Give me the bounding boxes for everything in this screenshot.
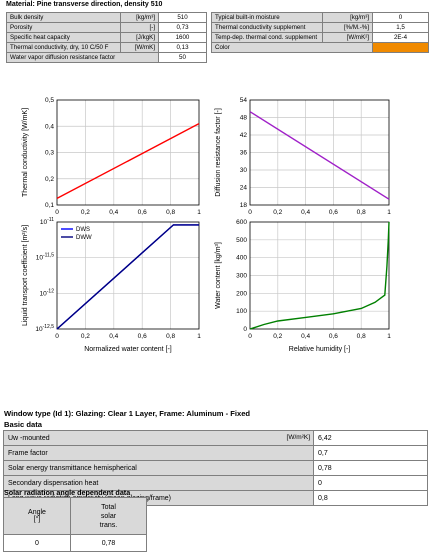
y-tick-label: 54 (240, 97, 248, 104)
plot-frame (56, 221, 200, 330)
property-value: 50 (158, 52, 207, 63)
y-tick-label: 200 (236, 290, 247, 297)
y-tick-label: 0,2 (45, 176, 54, 183)
x-tick-label: 0,8 (357, 333, 366, 340)
y-tick-label: 100 (236, 308, 247, 315)
x-tick-label: 0,4 (109, 209, 118, 216)
solar-angle-table: Angle [°] Total solar trans. 0 0,78 (3, 497, 147, 552)
basic-data-value: 0,7 (313, 445, 428, 461)
material-properties-table-left: Bulk density [kg/m³] 510 Porosity [-] 0,… (6, 12, 207, 63)
x-tick-label: 1 (197, 209, 201, 216)
x-tick-label: 0,8 (166, 333, 175, 340)
y-axis-label: Thermal conductivity [W/mK] (22, 108, 29, 197)
property-row: Thermal conductivity, dry, 10 C/50 F [W/… (6, 42, 207, 53)
x-tick-label: 0 (55, 333, 59, 340)
x-tick-label: 0,6 (329, 209, 338, 216)
basic-data-label: Solar energy transmittance hemispherical (3, 460, 314, 476)
plot-frame (249, 99, 390, 206)
x-tick-label: 0,4 (109, 333, 118, 340)
plot-frame (56, 99, 200, 206)
y-tick-label: 0 (243, 326, 247, 333)
angle-header: Angle [°] (3, 497, 71, 535)
basic-data-unit: [W/m²K] (286, 434, 310, 441)
basic-data-label: Uw -mounted [W/m²K] (3, 430, 314, 446)
x-tick-label: 1 (197, 333, 201, 340)
y-tick-label: 10-12,5 (35, 324, 54, 333)
material-charts: 0 0,2 0,4 0,6 0,8 1 0,1 0,2 0,3 0,4 0,5 Thermal con… (22, 97, 391, 353)
series-line (249, 221, 390, 330)
x-tick-label: 0,6 (138, 333, 147, 340)
series-line (249, 111, 390, 200)
y-tick-label: 18 (240, 202, 248, 209)
y-tick-label: 42 (240, 132, 248, 139)
y-tick-label: 0,5 (45, 97, 54, 104)
property-row: Color (211, 42, 429, 53)
y-tick-label: 300 (236, 273, 247, 280)
table-row: Solar energy transmittance hemispherical… (3, 460, 428, 476)
table-row: Uw -mounted [W/m²K] 6,42 (3, 430, 428, 446)
table-header-row: Angle [°] Total solar trans. (3, 497, 147, 535)
property-row: Porosity [-] 0,73 (6, 22, 207, 33)
y-tick-label: 10-12 (40, 288, 55, 297)
x-tick-label: 0,6 (329, 333, 338, 340)
material-properties-table-right: Typical built-in moisture [kg/m³] 0 Ther… (211, 12, 429, 53)
legend-label: DWW (76, 235, 92, 241)
total-solar-trans-header: Total solar trans. (70, 497, 147, 535)
basic-data-label: Frame factor (3, 445, 314, 461)
basic-data-value: 6,42 (313, 430, 428, 446)
basic-data-value: 0 (313, 475, 428, 491)
x-tick-label: 0,2 (81, 333, 90, 340)
y-tick-label: 30 (240, 167, 248, 174)
x-axis-label: Normalized water content [-] (84, 346, 172, 353)
basic-data-table: Uw -mounted [W/m²K] 6,42 Frame factor 0,7… (3, 430, 428, 506)
plot-frame (249, 221, 390, 330)
y-tick-label: 36 (240, 150, 248, 157)
y-tick-label: 0,4 (45, 123, 54, 130)
color-swatch (372, 42, 429, 53)
x-tick-label: 1 (387, 209, 391, 216)
y-tick-label: 0,3 (45, 150, 54, 157)
x-tick-label: 0,2 (273, 209, 282, 216)
x-tick-label: 0,2 (81, 209, 90, 216)
y-tick-label: 48 (240, 115, 248, 122)
x-tick-label: 0,6 (138, 209, 147, 216)
basic-data-value: 0,78 (313, 460, 428, 476)
x-tick-label: 1 (387, 333, 391, 340)
x-tick-label: 0 (55, 209, 59, 216)
legend-label: DWS (76, 227, 90, 233)
basic-data-value: 0,8 (313, 490, 428, 506)
basic-data-label-text: Uw -mounted (8, 434, 50, 442)
table-row: 0 0,78 (3, 534, 147, 552)
property-row: Water vapor diffusion resistance factor … (6, 52, 207, 63)
x-tick-label: 0,4 (301, 209, 310, 216)
x-tick-label: 0,8 (357, 209, 366, 216)
material-title: Material: Pine transverse direction, den… (6, 1, 163, 8)
y-tick-label: 0,1 (45, 202, 54, 209)
y-tick-label: 10-11 (40, 217, 54, 226)
solar-angle-title: Solar radiation angle dependent data (4, 488, 131, 497)
y-tick-label: 24 (240, 185, 248, 192)
x-axis-label: Relative humidity [-] (289, 346, 351, 353)
table-row: Frame factor 0,7 (3, 445, 428, 461)
y-axis-label: Water content [kg/m³] (215, 242, 222, 309)
y-axis-label: Diffusion resistance factor [-] (215, 108, 222, 197)
x-tick-label: 0,4 (301, 333, 310, 340)
y-tick-label: 10-11,5 (36, 253, 54, 262)
x-tick-label: 0 (248, 209, 252, 216)
window-type-title: Window type (Id 1): Glazing: Clear 1 Lay… (4, 409, 251, 418)
y-axis-label: Liquid transport coefficient [m²/s] (22, 225, 29, 326)
y-tick-label: 500 (236, 237, 247, 244)
y-tick-label: 400 (236, 255, 247, 262)
basic-data-title: Basic data (4, 420, 42, 429)
series-line (56, 122, 200, 200)
total-solar-trans-value: 0,78 (70, 534, 147, 552)
series-line (56, 224, 199, 330)
y-tick-label: 600 (236, 219, 247, 226)
x-tick-label: 0,2 (273, 333, 282, 340)
x-tick-label: 0,8 (166, 209, 175, 216)
angle-value: 0 (3, 534, 71, 552)
x-tick-label: 0 (248, 333, 252, 340)
